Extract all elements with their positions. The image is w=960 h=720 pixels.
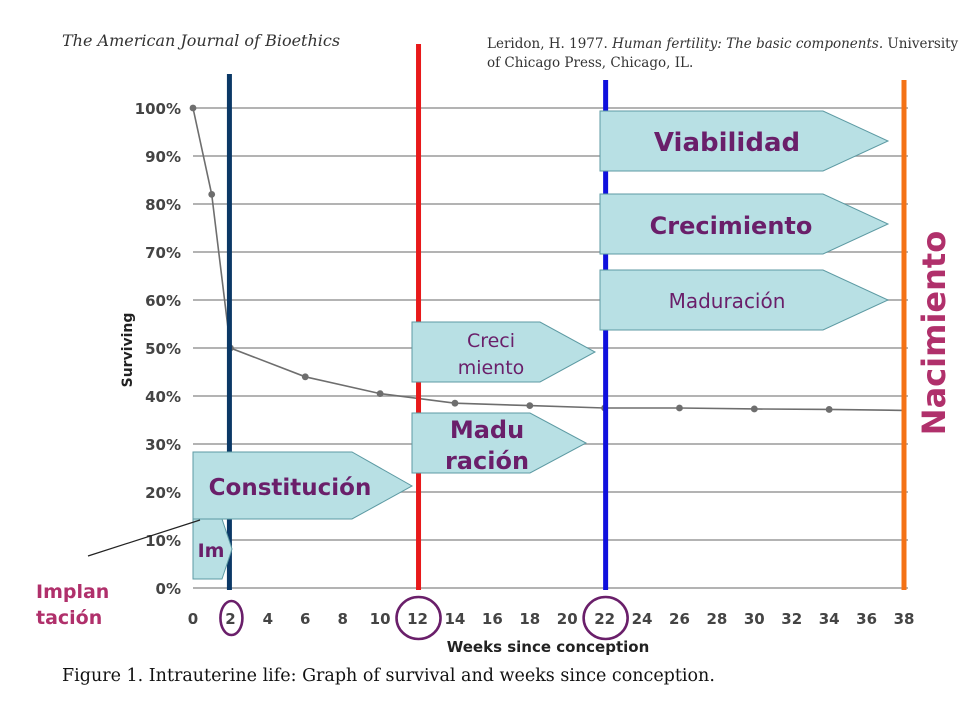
y-tick-label: 40% — [145, 388, 181, 406]
arrow-crecimiento-label: Crecimiento — [650, 212, 813, 240]
y-tick-labels: 0% 10% 20% 30% 40% 50% 60% 70% 80% 90% 100% — [135, 100, 181, 598]
x-tick-label: 20 — [557, 610, 578, 628]
tick-circle — [219, 599, 244, 637]
y-tick-label: 30% — [145, 436, 181, 454]
x-tick-label: 28 — [706, 610, 727, 628]
y-tick-label: 10% — [145, 532, 181, 550]
implantacion-pointer — [87, 519, 201, 557]
data-point — [526, 402, 534, 409]
arrow-im: Im — [192, 518, 233, 580]
arrow-maduracion: Maduración — [599, 269, 890, 331]
x-tick-label: 26 — [669, 610, 690, 628]
data-point — [376, 390, 384, 397]
tick-circle — [395, 595, 442, 641]
x-tick-label: 6 — [300, 610, 310, 628]
citation-line-2: of Chicago Press, Chicago, IL. — [487, 55, 693, 71]
x-tick-label: 34 — [819, 610, 840, 628]
data-point — [451, 399, 459, 407]
arrow-creci-line-1: Creci — [467, 330, 515, 352]
arrow-creci-line-2: miento — [458, 357, 525, 379]
journal-title: The American Journal of Bioethics — [62, 31, 340, 50]
data-point — [301, 373, 309, 381]
x-tick-label: 32 — [781, 610, 802, 628]
y-tick-label: 20% — [145, 484, 181, 502]
x-tick-label: 14 — [445, 610, 466, 628]
y-tick-label: 80% — [145, 196, 181, 214]
figure-caption: Figure 1. Intrauterine life: Graph of su… — [62, 666, 715, 686]
data-point — [750, 405, 758, 413]
arrow-constitucion: Constitución — [192, 451, 414, 520]
y-tick-label: 90% — [145, 148, 181, 166]
x-tick-label: 24 — [632, 610, 653, 628]
arrow-viabilidad-label: Viabilidad — [654, 128, 800, 158]
x-tick-label: 12 — [407, 610, 428, 628]
citation-line-1: Leridon, H. 1977. Human fertility: The b… — [487, 36, 959, 52]
arrow-crecimiento: Crecimiento — [599, 193, 890, 255]
implantacion-line-1: Implan — [36, 581, 109, 603]
y-tick-label: 60% — [145, 292, 181, 310]
x-tick-label: 36 — [856, 610, 877, 628]
arrow-madu-racion: Madu ración — [411, 412, 588, 475]
x-axis-label: Weeks since conception — [447, 638, 650, 656]
x-tick-label: 38 — [894, 610, 915, 628]
citation-author: Leridon, H. 1977. — [487, 36, 612, 52]
x-tick-label: 8 — [337, 610, 347, 628]
arrow-viabilidad: Viabilidad — [599, 110, 890, 172]
tick-circle — [582, 595, 629, 641]
y-tick-label: 70% — [145, 244, 181, 262]
y-tick-label: 50% — [145, 340, 181, 358]
y-axis-label: Surviving — [120, 313, 136, 388]
x-tick-label: 30 — [744, 610, 765, 628]
arrow-maduracion-label: Maduración — [669, 289, 786, 313]
data-point — [189, 104, 197, 112]
x-tick-label: 16 — [482, 610, 503, 628]
x-tick-label: 2 — [225, 610, 235, 628]
y-tick-label: 0% — [156, 580, 181, 598]
implantacion-line-2: tación — [36, 607, 102, 629]
citation-tail: University — [883, 36, 958, 52]
data-point — [208, 191, 216, 198]
x-tick-labels: 0 2 4 6 8 10 12 14 16 18 20 22 24 26 28 30 32 34 36 38 — [188, 610, 915, 628]
nacimiento-label: Nacimiento — [915, 231, 953, 435]
x-tick-label: 10 — [370, 610, 391, 628]
data-point — [676, 404, 683, 412]
arrow-constitucion-label: Constitución — [209, 475, 372, 501]
arrow-madu-line-1: Madu — [450, 416, 524, 444]
circled-ticks — [219, 595, 629, 641]
x-tick-label: 22 — [594, 610, 615, 628]
y-tick-label: 100% — [135, 100, 181, 118]
x-tick-label: 4 — [263, 610, 273, 628]
data-point — [825, 406, 833, 413]
arrow-creci-miento: Creci miento — [411, 321, 597, 383]
x-tick-label: 18 — [519, 610, 540, 628]
x-tick-label: 0 — [188, 610, 198, 628]
arrow-madu-line-2: ración — [445, 447, 529, 475]
arrow-im-label: Im — [198, 540, 225, 562]
citation-title: Human fertility: The basic components. — [611, 36, 883, 52]
